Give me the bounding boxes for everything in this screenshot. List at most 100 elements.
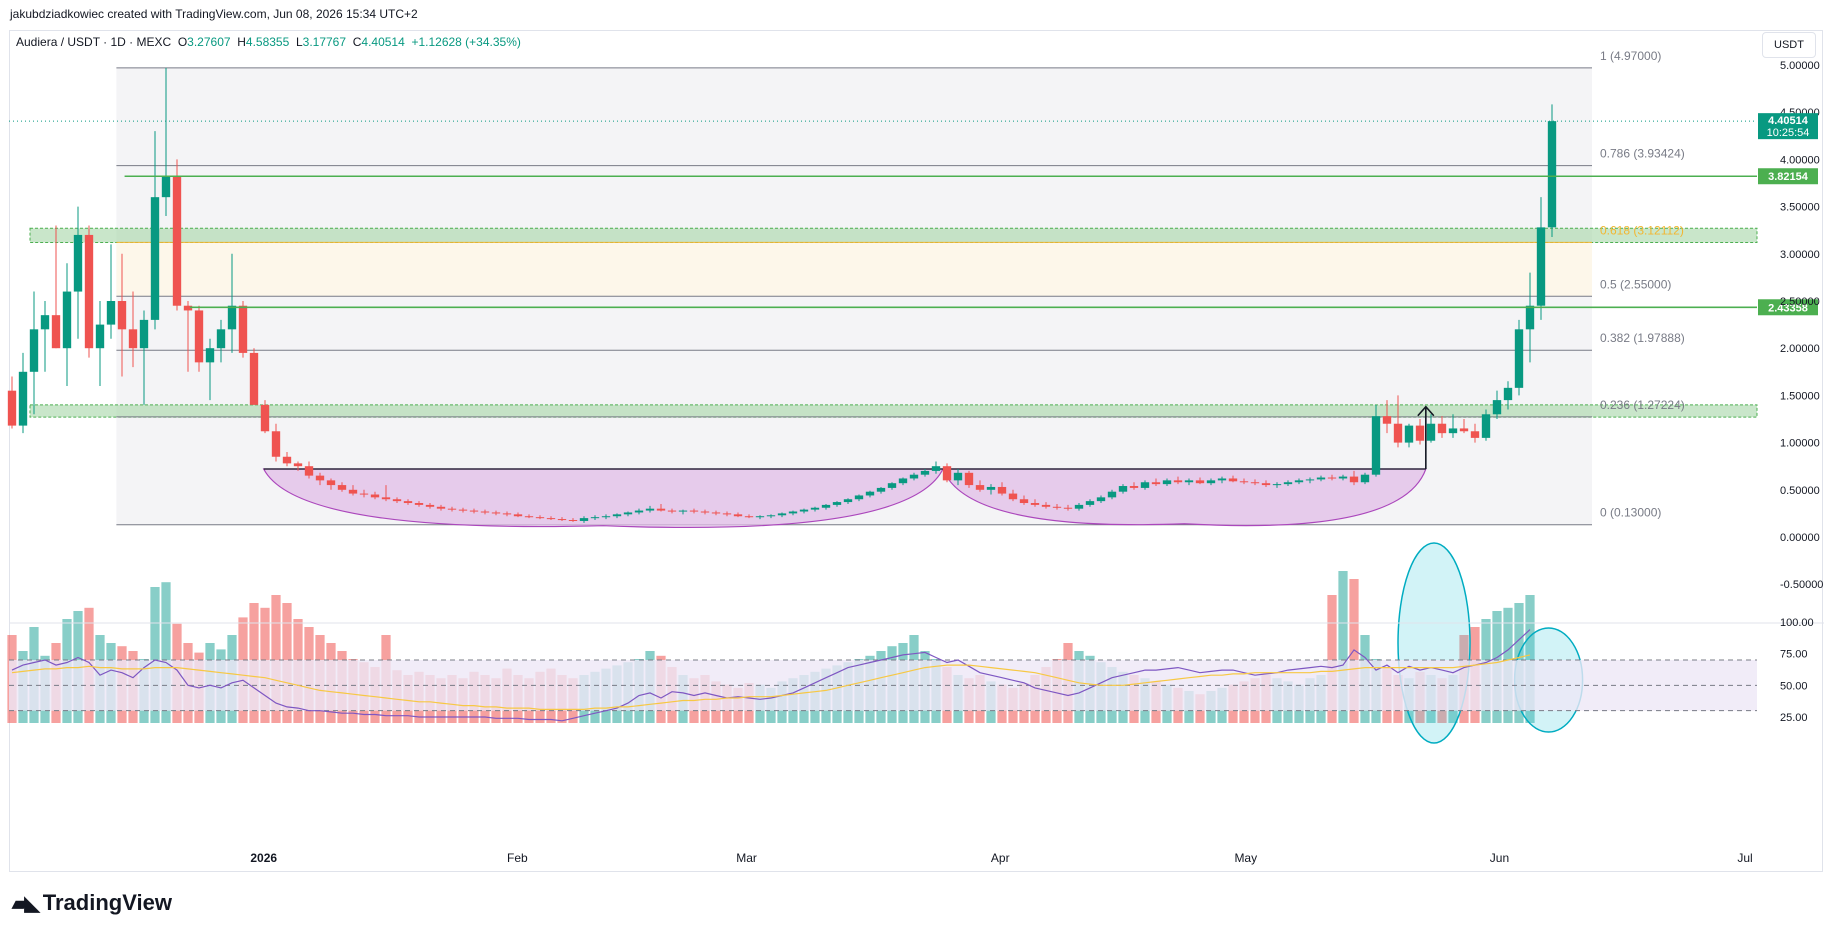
low-label: L [295, 35, 303, 49]
open-value: 3.27607 [187, 35, 231, 49]
candle-body [645, 508, 655, 511]
candle-body [117, 301, 127, 330]
candle-body [755, 516, 765, 518]
chart-credit: jakubdziadkowiec created with TradingVie… [10, 7, 418, 21]
volume-bar [161, 582, 171, 723]
candle-body [29, 329, 39, 372]
candle-body [40, 315, 50, 330]
candle-body [403, 501, 413, 504]
tradingview-logo-text: TradingView [42, 890, 172, 915]
candle-body [799, 509, 809, 512]
candle-body [1107, 491, 1117, 498]
candle-body [293, 463, 303, 467]
candle-body [975, 485, 985, 490]
candle-body [524, 516, 534, 518]
tradingview-logo: ▰◣ TradingView [12, 890, 172, 916]
tradingview-logo-icon: ▰◣ [12, 892, 40, 915]
candle-body [359, 493, 369, 495]
candle-body [953, 472, 963, 481]
fib-label-1: 0.786 (3.93424) [1600, 147, 1685, 161]
change-value: +1.12628 (+34.35%) [411, 35, 521, 49]
candle-body [920, 470, 930, 475]
candle-body [634, 510, 644, 513]
candle-body [832, 502, 842, 505]
candle-body [1052, 506, 1062, 508]
x-tick-label: Apr [991, 851, 1010, 865]
symbol-name[interactable]: Audiera / USDT · 1D · MEXC [16, 35, 172, 49]
x-tick-label: Feb [507, 851, 528, 865]
rsi-tick-label: 25.00 [1780, 712, 1808, 724]
candle-body [1393, 423, 1403, 443]
candle-body [546, 518, 556, 520]
candle-body [1129, 486, 1139, 488]
price-level-tag-label-1: 2.43358 [1768, 302, 1808, 314]
candle-body [1514, 329, 1524, 388]
candle-body [667, 510, 677, 512]
candle-body [1272, 484, 1282, 486]
fib-label-5: 0.236 (1.27224) [1600, 398, 1685, 412]
candle-body [1063, 507, 1073, 509]
candle-body [942, 466, 952, 481]
candle-body [568, 520, 578, 522]
candle-body [84, 234, 94, 349]
candle-body [7, 390, 17, 426]
candle-body [1195, 480, 1205, 484]
candle-body [1239, 481, 1249, 483]
candle-body [238, 305, 248, 353]
candle-body [150, 197, 160, 320]
candle-body [1382, 416, 1392, 424]
last-price-tag [1758, 113, 1818, 140]
candle-body [139, 319, 149, 349]
currency-unit-button[interactable]: USDT [1762, 32, 1816, 58]
candle-body [73, 234, 83, 292]
y-tick-label: 0.50000 [1780, 485, 1820, 497]
x-tick-label: 2026 [250, 851, 277, 865]
candle-body [172, 176, 182, 306]
candle-body [227, 305, 237, 330]
volume-bar [1349, 579, 1359, 723]
volume-bar [271, 595, 281, 723]
cup-pattern-0 [262, 468, 944, 529]
candle-body [909, 474, 919, 479]
candle-body [1415, 425, 1425, 441]
high-label: H [237, 35, 246, 49]
candle-body [1492, 400, 1502, 415]
candle-body [1173, 480, 1183, 483]
candle-body [183, 305, 193, 311]
candle-body [1503, 387, 1513, 401]
candle-body [425, 504, 435, 507]
candle-body [1448, 428, 1458, 434]
candle-body [1151, 482, 1161, 485]
y-tick-label: 3.00000 [1780, 249, 1820, 261]
candle-body [1162, 480, 1172, 485]
candle-body [711, 512, 721, 514]
support-zone-0 [29, 227, 1758, 243]
candle-body [161, 176, 171, 198]
y-tick-label: 4.00000 [1780, 154, 1820, 166]
candle-body [810, 507, 820, 510]
candle-body [1261, 483, 1271, 486]
candle-body [1349, 476, 1359, 483]
low-value: 3.17767 [302, 35, 347, 49]
volume-bar [1338, 571, 1348, 723]
rsi-tick-label: 100.00 [1780, 617, 1814, 629]
last-price-label: 4.40514 [1768, 115, 1809, 127]
candle-body [931, 466, 941, 471]
candle-body [205, 348, 215, 363]
chart-frame [9, 30, 1823, 872]
candle-body [876, 487, 886, 492]
candle-body [1437, 423, 1447, 434]
volume-bar [1327, 595, 1337, 723]
candle-body [1294, 480, 1304, 483]
candle-body [414, 503, 424, 505]
y-tick-label: 5.00000 [1780, 60, 1820, 72]
breakout-arrow-head [1417, 405, 1435, 417]
high-value: 4.58355 [245, 35, 290, 49]
y-tick-label: 3.50000 [1780, 202, 1820, 214]
candle-body [1074, 504, 1084, 509]
candle-body [513, 514, 523, 517]
candle-body [733, 514, 743, 517]
candle-body [777, 513, 787, 516]
candle-body [337, 485, 347, 490]
